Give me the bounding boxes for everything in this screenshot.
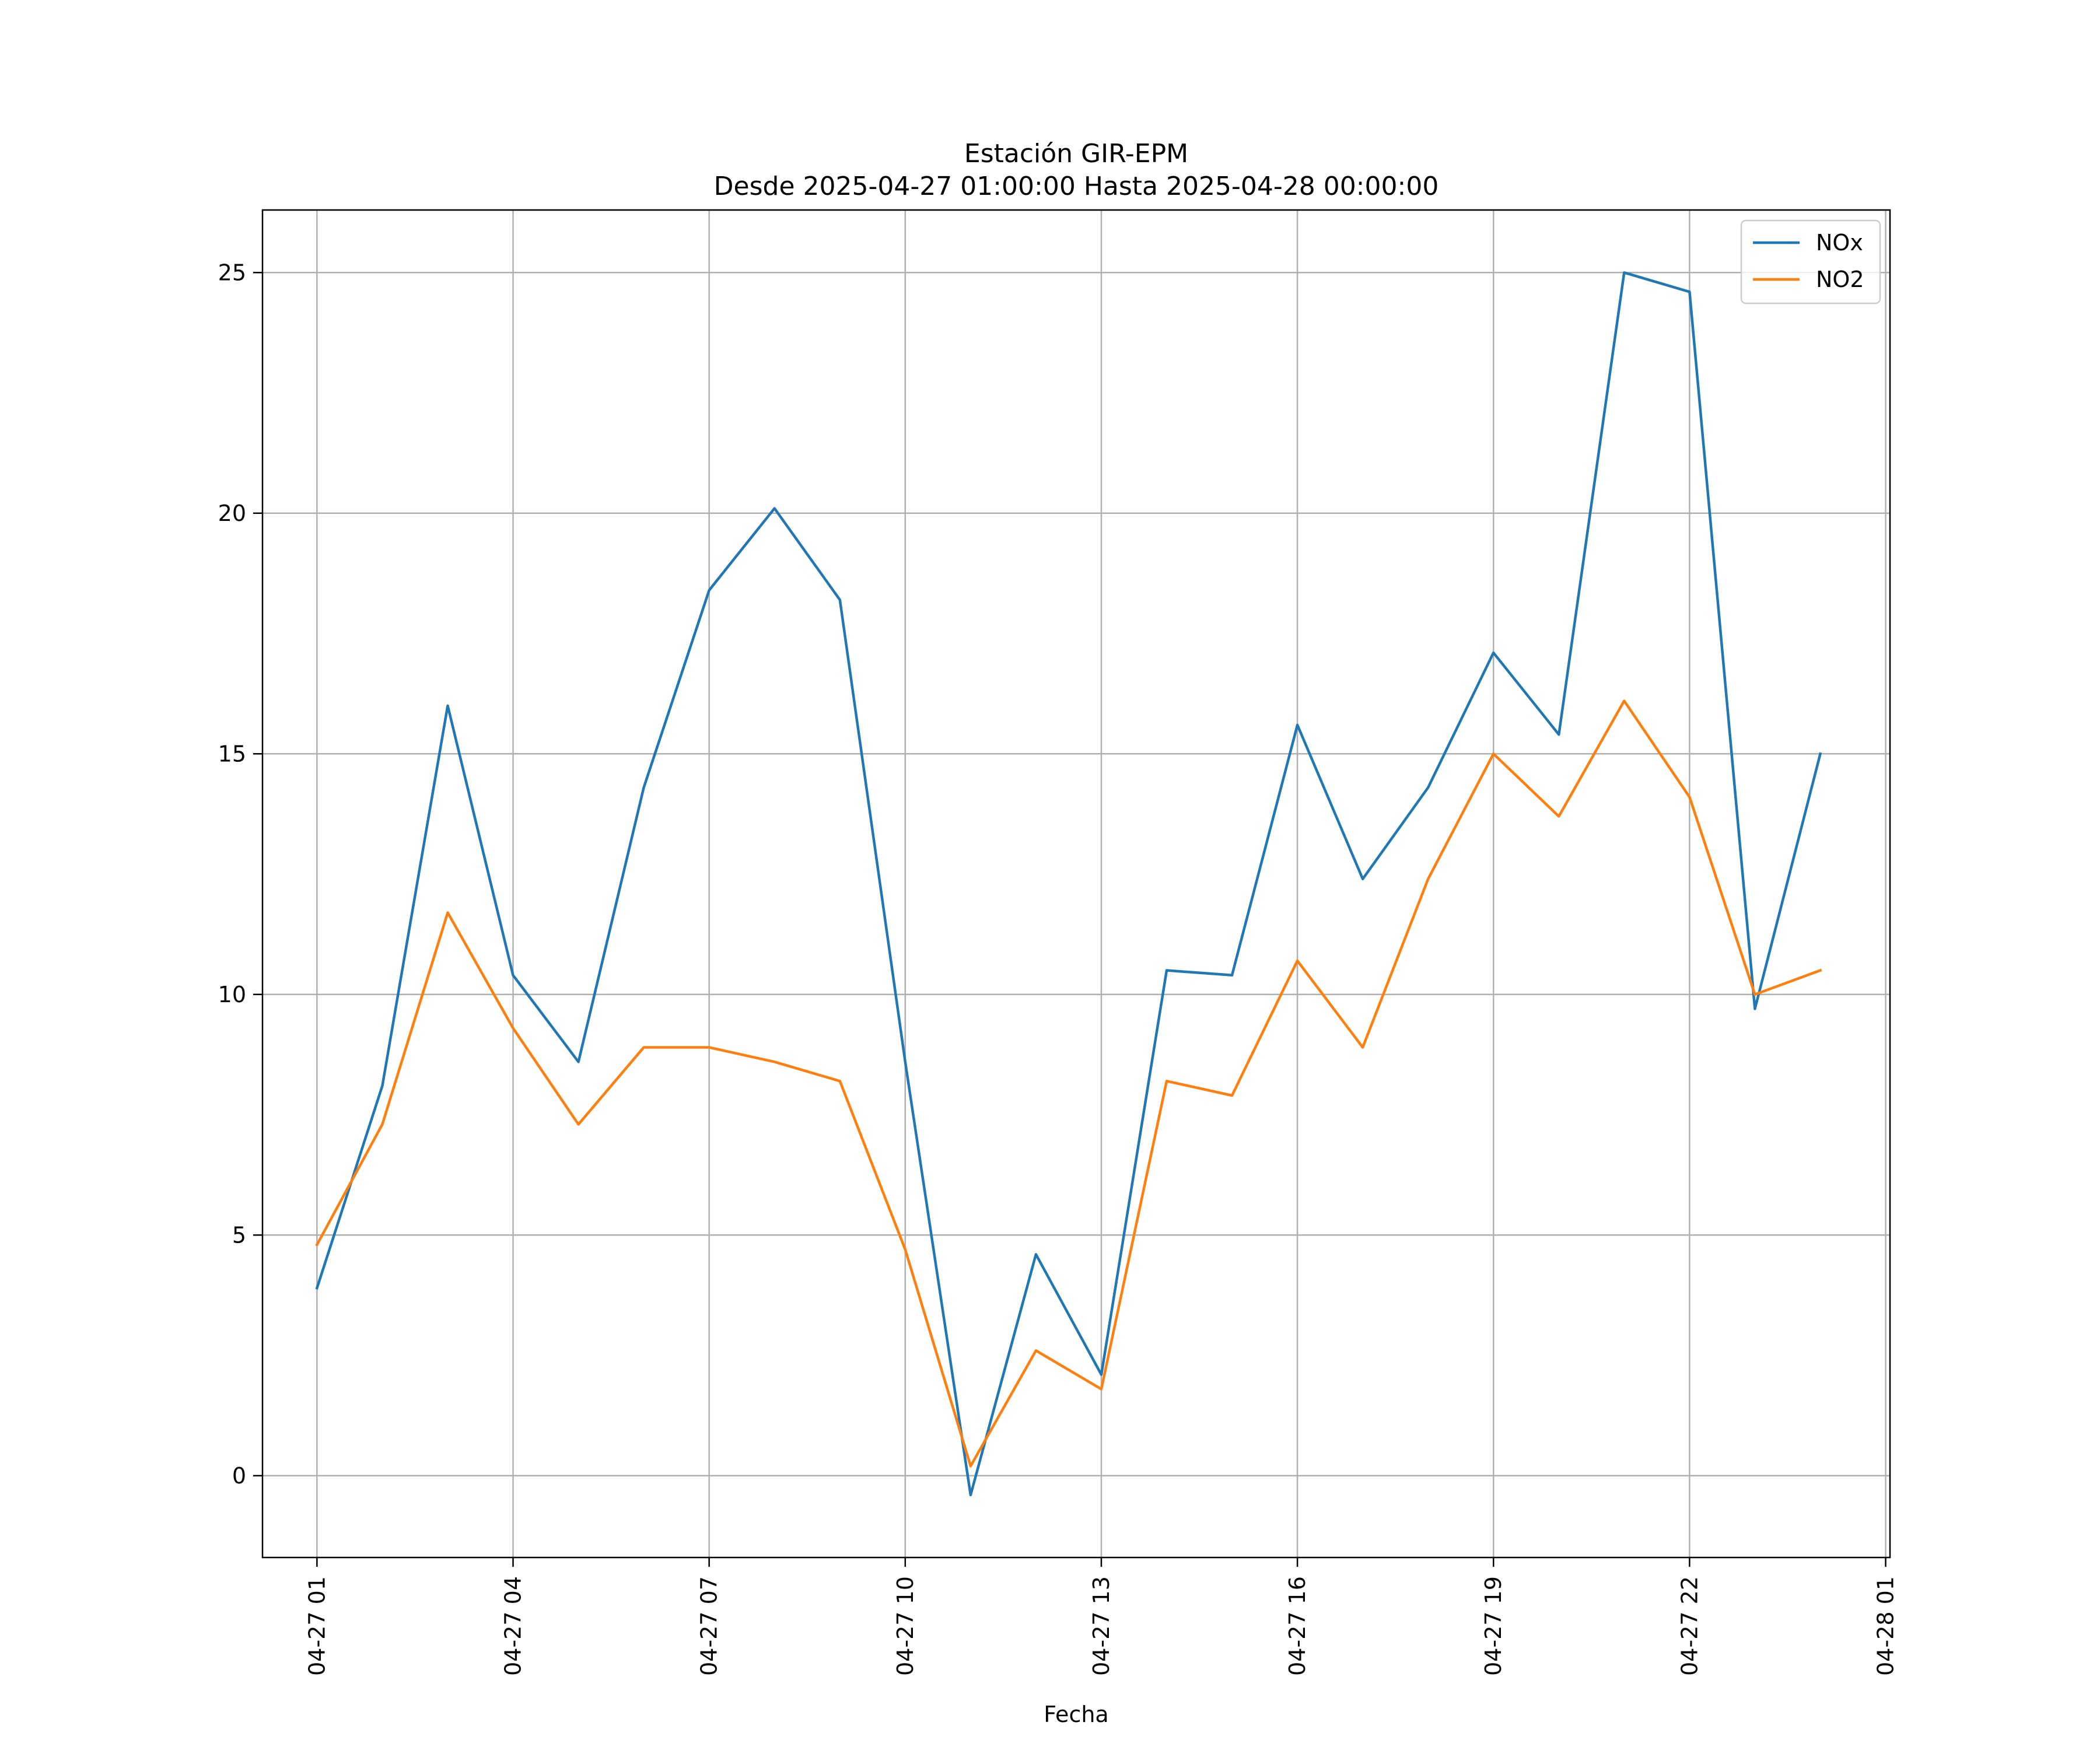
x-tick-label: 04-27 01 [304, 1576, 330, 1676]
legend: NOx NO2 [1740, 219, 1881, 304]
legend-label-no2: NO2 [1816, 267, 1864, 292]
plot-frame [261, 209, 1891, 1559]
y-tick-label: 0 [232, 1463, 246, 1489]
x-tick-label: 04-27 16 [1284, 1576, 1310, 1676]
x-tick-label: 04-27 13 [1088, 1576, 1114, 1676]
y-tick-label: 20 [218, 501, 246, 526]
x-tick-label: 04-27 19 [1480, 1576, 1506, 1676]
x-tick-label: 04-27 10 [892, 1576, 918, 1676]
chart-subtitle: Desde 2025-04-27 01:00:00 Hasta 2025-04-… [714, 172, 1439, 201]
y-tick-label: 10 [218, 982, 246, 1007]
x-tick-label: 04-27 07 [696, 1576, 722, 1676]
x-axis-label: Fecha [1044, 1702, 1108, 1727]
series-layer [315, 271, 1822, 1497]
x-tick-label: 04-27 22 [1676, 1576, 1702, 1676]
series-line-nox [315, 271, 1822, 1497]
series-line-no2 [315, 699, 1822, 1468]
legend-box [1740, 219, 1881, 304]
y-tick-label: 5 [232, 1222, 246, 1248]
x-tick-label: 04-27 04 [501, 1576, 526, 1676]
y-tick-label: 15 [218, 741, 246, 766]
y-tick-label: 25 [218, 260, 246, 285]
chart-title: Estación GIR-EPM [964, 139, 1188, 169]
grid [262, 210, 1890, 1558]
ticks: 04-27 01 04-27 04 04-27 07 04-27 10 04-27 13… [218, 260, 1899, 1676]
x-tick-label: 04-28 01 [1873, 1576, 1899, 1676]
legend-label-nox: NOx [1816, 230, 1863, 256]
